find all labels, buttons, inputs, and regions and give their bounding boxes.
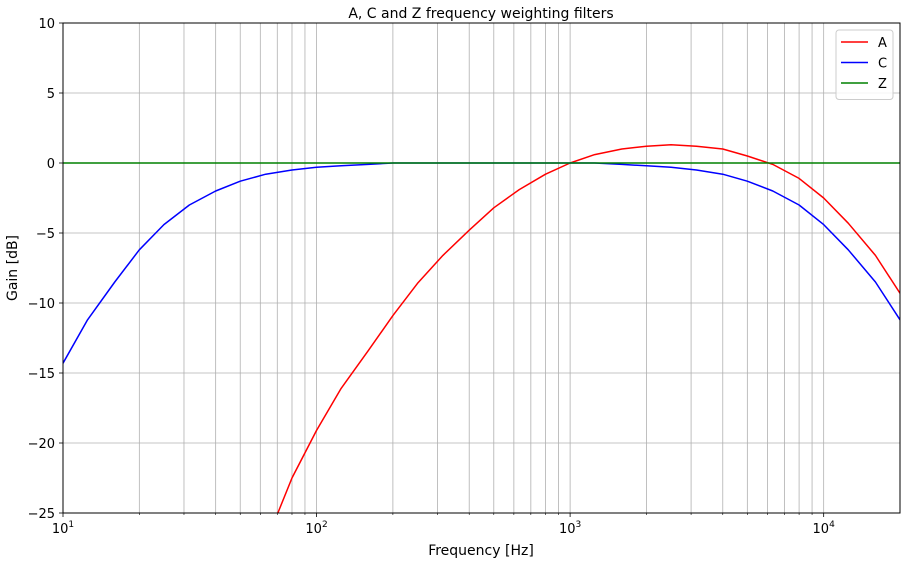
y-tick-label: 0 xyxy=(47,157,55,172)
legend-label-c: C xyxy=(878,57,887,72)
series-layer xyxy=(63,144,900,513)
y-tick-label: −5 xyxy=(36,227,55,242)
x-tick-label: 104 xyxy=(813,520,836,537)
legend: ACZ xyxy=(835,29,894,100)
y-tick-label: −25 xyxy=(28,507,55,522)
series-line-a xyxy=(277,144,900,513)
minor-grid xyxy=(138,23,813,513)
legend-label-a: A xyxy=(878,36,887,51)
legend-box xyxy=(835,29,894,100)
legend-label-z: Z xyxy=(878,77,887,92)
series-line-c xyxy=(63,162,900,364)
y-tick-label: −15 xyxy=(28,367,55,382)
y-tick-label: 5 xyxy=(47,87,55,102)
major-grid xyxy=(62,22,900,514)
chart-title: A, C and Z frequency weighting filters xyxy=(348,6,613,22)
plot-frame xyxy=(62,22,901,514)
y-tick-label: 10 xyxy=(38,17,55,32)
y-tick-label: −10 xyxy=(28,297,55,312)
x-tick-label: 103 xyxy=(559,520,581,537)
y-axis-label: Gain [dB] xyxy=(5,235,21,301)
x-tick-label: 102 xyxy=(305,520,327,537)
y-tick-label: −20 xyxy=(28,437,55,452)
tick-layer: 101 102 103 104 −25 −20 −15 −10 −5 0 5 10 xyxy=(28,17,836,537)
x-axis-label: Frequency [Hz] xyxy=(428,543,534,559)
x-tick-label: 101 xyxy=(52,520,74,537)
